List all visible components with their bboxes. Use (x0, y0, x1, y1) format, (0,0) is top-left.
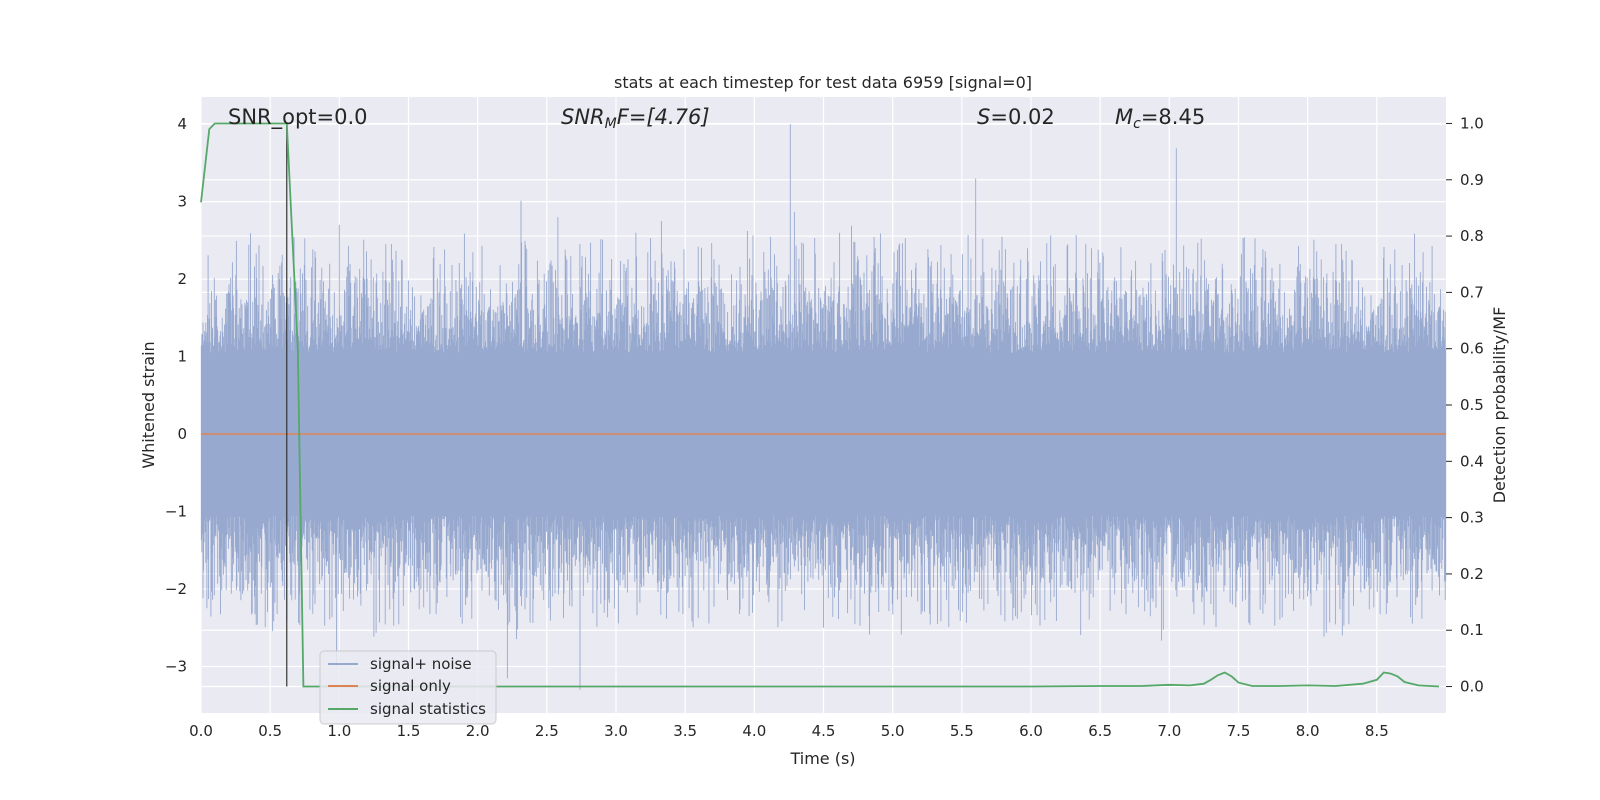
y-right-tick-label: 0.4 (1460, 452, 1484, 470)
x-tick-label: 3.5 (673, 722, 697, 740)
y-tick-label: 3 (177, 193, 187, 211)
x-axis-ticks: 0.0 0.5 1.0 1.5 2.0 2.5 3.0 3.5 4.0 4.5 5.0 5.5 6.0 6… (189, 722, 1389, 740)
annotation-snr-mf-rest: F=[4.76] (617, 105, 710, 129)
x-tick-label: 2.0 (466, 722, 490, 740)
x-tick-label: 0.0 (189, 722, 213, 740)
y-right-axis-ticks: 1.0 0.9 0.8 0.7 0.6 0.5 0.4 0.3 0.2 0.1 0.0 (1446, 114, 1484, 696)
annotation-snr-mf-main: SNR (561, 105, 605, 129)
legend-box (319, 650, 497, 725)
y-right-tick-label: 0.3 (1460, 509, 1484, 527)
y-tick-label: −2 (165, 580, 187, 598)
annotation-mc-rest: =8.45 (1141, 105, 1205, 129)
annotation-snr-opt: SNR_opt=0.0 (228, 105, 368, 130)
x-tick-label: 8.5 (1365, 722, 1389, 740)
x-tick-label: 8.0 (1296, 722, 1320, 740)
signal-statistics-line (200, 122, 1440, 688)
x-axis-label: Time (s) (789, 749, 855, 768)
y-right-tick-label: 0.2 (1460, 565, 1484, 583)
x-tick-label: 5.5 (950, 722, 974, 740)
y-right-axis-label: Detection probability/MF (1490, 307, 1509, 504)
annotation-mc-sub: c (1133, 116, 1141, 132)
y-tick-label: 2 (177, 270, 187, 288)
y-right-tick-label: 0.9 (1460, 171, 1484, 189)
y-tick-label: −3 (165, 658, 187, 676)
annotation-s-rest: =0.02 (990, 105, 1054, 129)
annotation-s-main: S (977, 105, 990, 129)
legend-label-signal-only: signal only (370, 677, 451, 695)
y-right-tick-label: 1.0 (1460, 114, 1484, 132)
x-tick-label: 1.5 (397, 722, 421, 740)
chart-title: stats at each timestep for test data 695… (614, 73, 1032, 92)
y-axis-ticks: 4 3 2 1 0 −1 −2 −3 (165, 115, 187, 675)
x-tick-label: 0.5 (258, 722, 282, 740)
y-right-tick-label: 0.6 (1460, 340, 1484, 358)
y-tick-label: 1 (177, 348, 187, 366)
y-axis-label: Whitened strain (139, 341, 158, 468)
annotation-s: S=0.02 (977, 105, 1055, 129)
y-right-tick-label: 0.8 (1460, 227, 1484, 245)
x-tick-label: 5.0 (881, 722, 905, 740)
x-tick-label: 4.5 (812, 722, 836, 740)
series-lines (200, 122, 1446, 688)
legend: signal+ noise signal only signal statist… (319, 650, 497, 725)
legend-label-signal-noise: signal+ noise (370, 655, 472, 673)
x-tick-label: 3.0 (604, 722, 628, 740)
x-tick-label: 6.5 (1088, 722, 1112, 740)
x-tick-label: 7.0 (1157, 722, 1181, 740)
y-right-tick-label: 0.0 (1460, 678, 1484, 696)
annotation-snr-mf: SNRMF=[4.76] (561, 105, 710, 132)
x-tick-label: 4.0 (742, 722, 766, 740)
annotation-mc: Mc=8.45 (1115, 105, 1205, 132)
annotation-mc-main: M (1115, 105, 1133, 129)
y-tick-label: 0 (177, 425, 187, 443)
y-right-tick-label: 0.1 (1460, 621, 1484, 639)
x-tick-label: 7.5 (1227, 722, 1251, 740)
y-tick-label: 4 (177, 115, 187, 133)
x-tick-label: 1.0 (327, 722, 351, 740)
y-right-tick-label: 0.7 (1460, 283, 1484, 301)
y-right-tick-label: 0.5 (1460, 396, 1484, 414)
legend-label-signal-statistics: signal statistics (370, 700, 486, 718)
y-tick-label: −1 (165, 503, 187, 521)
x-tick-label: 2.5 (535, 722, 559, 740)
x-tick-label: 6.0 (1019, 722, 1043, 740)
annotation-snr-mf-sub: M (605, 116, 617, 132)
